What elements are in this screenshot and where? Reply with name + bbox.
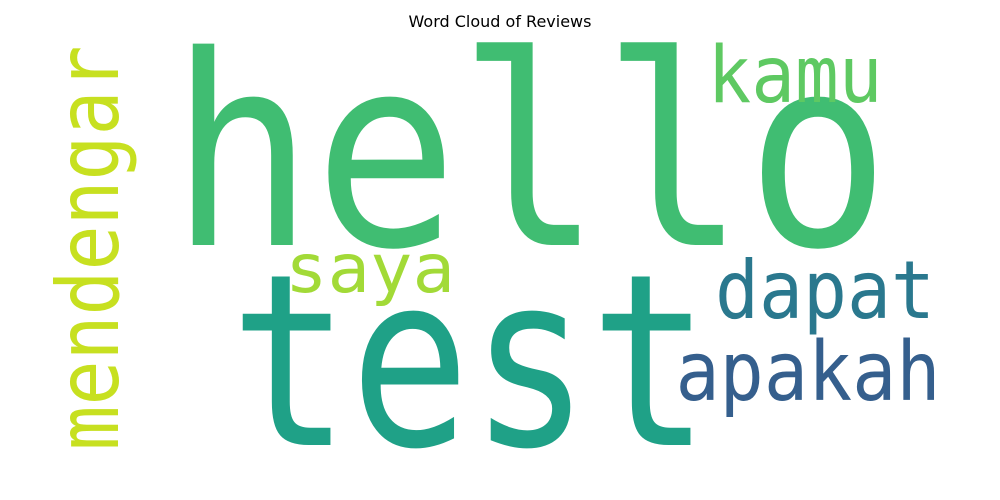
word-kamu: kamu <box>708 31 883 121</box>
word-mendengar: mendengar <box>39 46 139 451</box>
word-hello: hello <box>170 0 890 308</box>
word-apakah: apakah <box>676 325 941 420</box>
word-dapat: dapat <box>715 244 935 337</box>
figure-title: Word Cloud of Reviews <box>408 12 592 31</box>
word-test: test <box>230 222 710 500</box>
word-saya: saya <box>285 230 455 309</box>
